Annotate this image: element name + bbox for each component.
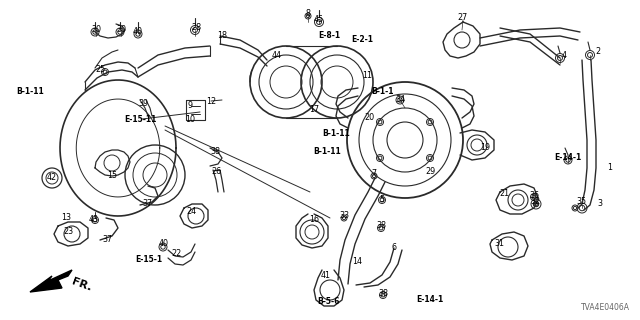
- Text: E-15-11: E-15-11: [124, 115, 156, 124]
- Text: 6: 6: [392, 244, 397, 252]
- Text: 36: 36: [529, 190, 539, 199]
- Text: 40: 40: [159, 239, 169, 249]
- Text: 37: 37: [142, 199, 152, 209]
- Text: 41: 41: [321, 271, 331, 281]
- Text: 16: 16: [309, 214, 319, 223]
- Text: 44: 44: [272, 51, 282, 60]
- Text: E-14-1: E-14-1: [417, 295, 444, 305]
- Text: 37: 37: [102, 235, 112, 244]
- Text: B-5-6: B-5-6: [317, 298, 339, 307]
- Text: B-1-11: B-1-11: [16, 86, 44, 95]
- Text: 22: 22: [172, 249, 182, 258]
- Text: 12: 12: [206, 97, 216, 106]
- Text: 40: 40: [133, 28, 143, 36]
- Text: 21: 21: [499, 189, 509, 198]
- Text: 20: 20: [364, 114, 374, 123]
- Text: 26: 26: [211, 167, 221, 177]
- Text: 10: 10: [185, 116, 195, 124]
- Text: E-2-1: E-2-1: [351, 36, 373, 44]
- Text: 1: 1: [607, 164, 612, 172]
- Text: 27: 27: [458, 13, 468, 22]
- Text: 43: 43: [89, 214, 99, 223]
- Text: FR.: FR.: [70, 277, 93, 293]
- Text: 5: 5: [380, 195, 385, 204]
- Text: 14: 14: [352, 258, 362, 267]
- Text: 45: 45: [314, 15, 324, 25]
- Text: 18: 18: [217, 31, 227, 41]
- Text: 24: 24: [186, 206, 196, 215]
- Text: E-8-1: E-8-1: [318, 31, 340, 41]
- Text: 38: 38: [376, 221, 386, 230]
- Text: 25: 25: [96, 66, 106, 75]
- Text: 30: 30: [116, 26, 126, 35]
- Text: 8: 8: [305, 10, 310, 19]
- Text: 38: 38: [378, 290, 388, 299]
- Text: 19: 19: [480, 142, 490, 151]
- Text: 11: 11: [362, 71, 372, 81]
- Text: B-1-11: B-1-11: [322, 130, 350, 139]
- Text: 30: 30: [91, 26, 101, 35]
- Text: 31: 31: [494, 238, 504, 247]
- Text: 28: 28: [191, 23, 201, 33]
- Text: 34: 34: [395, 94, 405, 103]
- Text: 38: 38: [210, 148, 220, 156]
- Text: 4: 4: [561, 52, 566, 60]
- Polygon shape: [30, 270, 72, 292]
- Text: B-1-1: B-1-1: [372, 86, 394, 95]
- Text: B-1-11: B-1-11: [313, 147, 341, 156]
- Text: 2: 2: [595, 47, 600, 57]
- Text: 29: 29: [425, 167, 435, 177]
- Text: 15: 15: [107, 172, 117, 180]
- Text: 33: 33: [339, 212, 349, 220]
- Text: 3: 3: [598, 199, 602, 209]
- Text: 39: 39: [138, 100, 148, 108]
- Text: TVA4E0406A: TVA4E0406A: [581, 303, 630, 312]
- Text: 9: 9: [188, 101, 193, 110]
- Text: 32: 32: [530, 197, 540, 206]
- Text: E-14-1: E-14-1: [554, 153, 582, 162]
- Text: 23: 23: [63, 227, 73, 236]
- Text: 17: 17: [309, 106, 319, 115]
- Text: 7: 7: [371, 170, 376, 179]
- Text: E-15-1: E-15-1: [136, 255, 163, 265]
- Text: 35: 35: [576, 197, 586, 206]
- Text: 13: 13: [61, 213, 71, 222]
- Text: 42: 42: [47, 173, 57, 182]
